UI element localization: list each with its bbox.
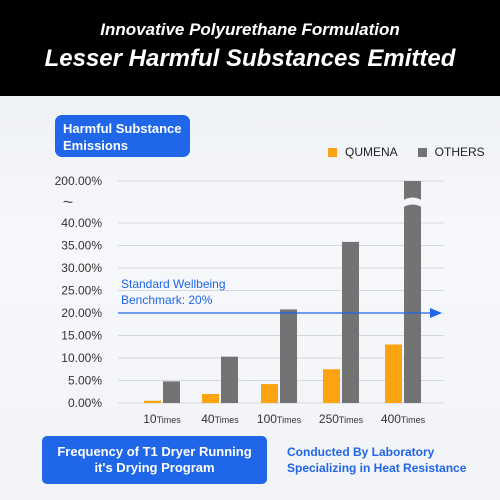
- x-tick-labels: 10Times 40Times 100Times 250Times 400Times: [143, 412, 425, 426]
- legend: QUMENA OTHERS: [328, 144, 500, 160]
- source-note: Conducted By Laboratory Specializing in …: [287, 444, 487, 476]
- y-tick-label: 30.00%: [61, 261, 102, 275]
- benchmark-arrow-icon: [430, 308, 442, 318]
- bar-qumena-400: [385, 344, 402, 403]
- chart-title-box: Harmful Substance Emissions: [55, 115, 190, 157]
- benchmark-group: Standard Wellbeing Benchmark: 20%: [118, 277, 442, 318]
- bar-others-40: [221, 356, 238, 403]
- bar-qumena-10: [144, 400, 161, 403]
- x-axis-caption-box: Frequency of T1 Dryer Running it's Dryin…: [42, 436, 267, 484]
- y-tick-label: 10.00%: [61, 351, 102, 365]
- chart-title-line2: Emissions: [63, 138, 129, 153]
- source-note-line1: Conducted By Laboratory: [287, 445, 435, 459]
- x-tick-label: 10Times: [143, 412, 181, 426]
- y-tick-label: 5.00%: [68, 374, 102, 388]
- bar-others-100: [280, 309, 297, 403]
- y-tick-label: 35.00%: [61, 239, 102, 253]
- legend-label-others: OTHERS: [434, 145, 485, 159]
- x-axis-caption-line2: it's Drying Program: [94, 460, 215, 475]
- benchmark-label-line2: Benchmark: 20%: [121, 293, 213, 307]
- legend-swatch-qumena: [328, 147, 337, 157]
- header-subtitle: Innovative Polyurethane Formulation: [100, 20, 400, 39]
- x-axis-caption-line1: Frequency of T1 Dryer Running: [57, 444, 252, 459]
- source-note-line2: Specializing in Heat Resistance: [287, 461, 467, 475]
- axis-break-symbol: ~: [63, 192, 74, 212]
- bar-qumena-250: [323, 369, 340, 403]
- y-tick-label: 200.00%: [55, 174, 103, 188]
- bars: [144, 181, 423, 403]
- x-tick-label: 250Times: [319, 412, 364, 426]
- y-tick-label: 25.00%: [61, 284, 102, 298]
- bar-break-mark: [402, 197, 423, 208]
- y-tick-labels: 0.00% 5.00% 10.00% 15.00% 20.00% 25.00% 30.00%…: [55, 174, 103, 410]
- bar-others-400: [404, 181, 421, 403]
- bar-qumena-100: [261, 384, 278, 403]
- benchmark-label-line1: Standard Wellbeing: [121, 277, 226, 291]
- legend-item-qumena: QUMENA: [328, 145, 398, 159]
- legend-item-others: OTHERS: [417, 145, 485, 159]
- bar-qumena-40: [202, 394, 219, 403]
- legend-swatch-others: [417, 147, 427, 157]
- bar-others-250: [342, 241, 359, 403]
- chart-title-line1: Harmful Substance: [63, 121, 182, 136]
- y-tick-label: 15.00%: [61, 329, 102, 343]
- legend-label-qumena: QUMENA: [345, 145, 398, 159]
- x-tick-label: 40Times: [201, 412, 239, 426]
- y-tick-label: 40.00%: [61, 216, 102, 230]
- bar-others-10: [163, 381, 180, 403]
- header-title: Lesser Harmful Substances Emitted: [44, 45, 456, 72]
- x-tick-label: 400Times: [381, 412, 426, 426]
- y-tick-label: 0.00%: [68, 396, 102, 410]
- header-banner: Innovative Polyurethane Formulation Less…: [0, 0, 500, 96]
- x-tick-label: 100Times: [257, 412, 302, 426]
- y-tick-label: 20.00%: [61, 306, 102, 320]
